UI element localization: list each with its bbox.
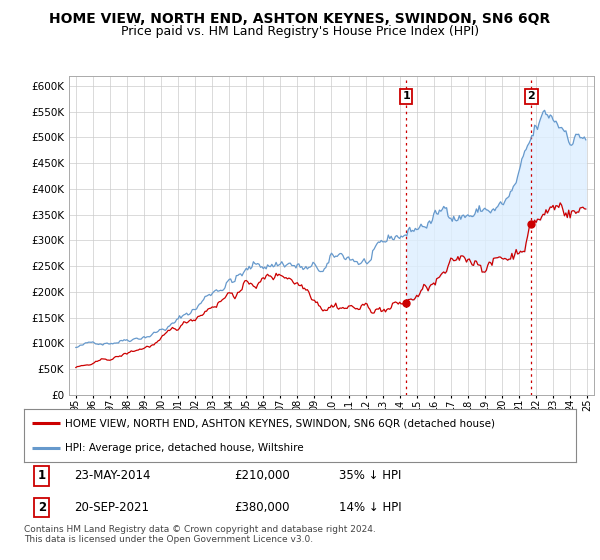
Text: 2: 2: [38, 501, 46, 514]
Text: 1: 1: [38, 469, 46, 483]
Text: 20-SEP-2021: 20-SEP-2021: [74, 501, 149, 514]
Text: HPI: Average price, detached house, Wiltshire: HPI: Average price, detached house, Wilt…: [65, 442, 304, 452]
Text: £380,000: £380,000: [234, 501, 289, 514]
Point: [401, 298, 411, 307]
Text: 23-MAY-2014: 23-MAY-2014: [74, 469, 150, 483]
Text: 1: 1: [402, 91, 410, 101]
Text: Contains HM Land Registry data © Crown copyright and database right 2024.
This d: Contains HM Land Registry data © Crown c…: [24, 525, 376, 544]
Text: Price paid vs. HM Land Registry's House Price Index (HPI): Price paid vs. HM Land Registry's House …: [121, 25, 479, 38]
Point: [526, 219, 536, 228]
Text: HOME VIEW, NORTH END, ASHTON KEYNES, SWINDON, SN6 6QR: HOME VIEW, NORTH END, ASHTON KEYNES, SWI…: [49, 12, 551, 26]
Text: £210,000: £210,000: [234, 469, 290, 483]
Text: HOME VIEW, NORTH END, ASHTON KEYNES, SWINDON, SN6 6QR (detached house): HOME VIEW, NORTH END, ASHTON KEYNES, SWI…: [65, 418, 496, 428]
Text: 35% ↓ HPI: 35% ↓ HPI: [338, 469, 401, 483]
Text: 2: 2: [527, 91, 535, 101]
Text: 14% ↓ HPI: 14% ↓ HPI: [338, 501, 401, 514]
